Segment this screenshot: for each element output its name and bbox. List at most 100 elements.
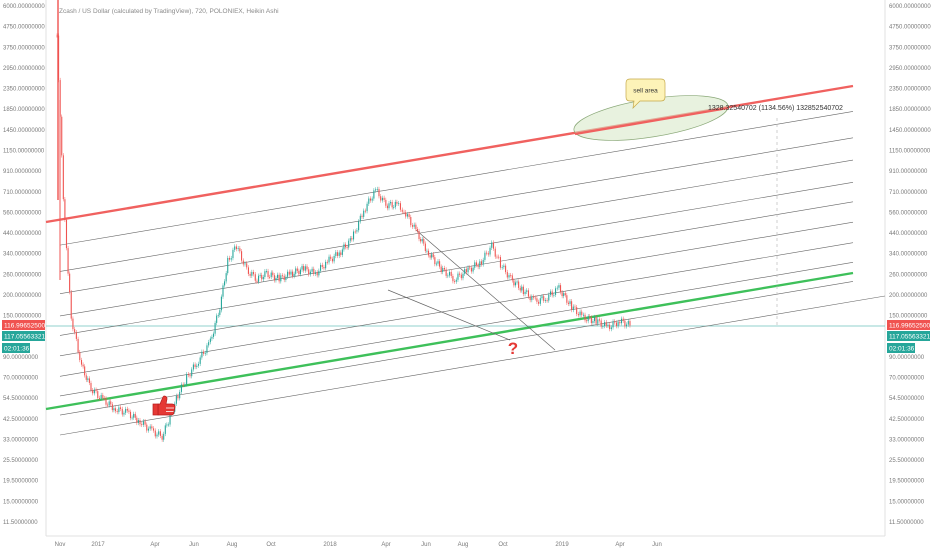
down-channel-lower[interactable] [387,289,511,341]
left-price-label: 42.50000000 [3,417,39,423]
chart-title: Zcash / US Dollar (calculated by Trading… [59,8,279,15]
candle-body [604,322,606,327]
support-line[interactable] [45,271,854,411]
candle-body [123,412,125,415]
time-axis[interactable]: Nov 2017 Apr Jun Aug Oct 2018 Apr Jun Aug Oct 2019 A… [55,542,662,548]
candle-body [577,314,579,316]
candle-body [620,318,623,324]
candle-body [561,292,563,297]
candle-body [196,365,198,367]
candle-body [543,296,545,301]
left-price-label: 25.50000000 [3,458,39,464]
candle-body [92,390,94,394]
candle-body [582,314,585,316]
left-price-label: 200.00000000 [3,293,42,299]
right-price-tags: 116.99652500 117.05563321 02:01:36 [887,320,930,353]
candle-body [69,273,71,293]
candle-body [182,384,184,386]
candle-body [508,275,510,278]
candle-body [167,424,170,426]
candle-body [219,310,221,315]
candle-body [529,296,531,301]
candle-body [605,322,607,326]
candle-body [326,261,328,263]
candle-body [90,382,92,391]
candle-body [356,230,358,232]
candle-body [386,205,388,209]
candle-body [396,201,398,204]
candle-body [283,275,285,280]
candle-body [253,271,255,275]
candle-body [107,404,109,406]
left-countdown-tag: 02:01:36 [4,346,30,353]
candle-body [363,210,365,217]
candle-body [95,389,97,392]
candle-body [325,261,327,269]
candle-body [437,261,439,264]
candle-body [555,288,557,295]
candle-body [114,408,117,412]
right-price-axis[interactable]: 6000.00000000 4750.00000000 3750.00000000 2… [889,4,931,526]
plot-area[interactable] [46,0,885,536]
candle-body [169,413,171,425]
down-channel-upper[interactable] [415,229,556,351]
candle-body [65,219,68,249]
candle-body [385,199,387,206]
candle-body [153,428,155,431]
left-price-axis[interactable]: 6000.00000000 4750.00000000 3750.00000000 2… [3,4,45,526]
candle-body [571,301,573,311]
candle-body [258,275,260,282]
right-price-label: 90.00000000 [889,355,925,361]
channel-line[interactable] [59,221,854,357]
candle-body [383,197,385,200]
left-price-label: 340.00000000 [3,252,42,258]
candle-body [261,274,263,280]
candle-body [212,333,215,337]
candle-body [587,316,589,322]
candle-body [448,271,451,276]
candle-body [273,275,275,281]
candle-body [147,428,150,431]
candle-body [311,268,313,272]
resistance-line-over [574,106,729,136]
candle-body [494,248,496,257]
channel-line[interactable] [59,137,854,272]
candle-body [211,336,213,339]
candle-body [388,203,390,209]
channel-line[interactable] [59,281,854,416]
candle-body [206,345,208,354]
channel-line[interactable] [59,295,886,436]
candle-body [454,281,456,283]
candle-body [217,314,219,316]
time-label: 2017 [91,542,105,548]
candle-body [187,374,189,376]
candle-body [602,326,604,327]
right-price-label: 25.50000000 [889,458,925,464]
left-price-label: 15.00000000 [3,499,39,505]
candle-body [133,413,135,418]
candle-body [102,395,104,399]
parallel-channel[interactable] [59,111,886,436]
candle-body [579,311,581,316]
candle-body [499,257,502,268]
right-price-label: 70.00000000 [889,376,925,382]
left-price-label: 70.00000000 [3,376,39,382]
left-price-label: 910.00000000 [3,169,42,175]
channel-line[interactable] [59,111,854,246]
candle-body [262,276,264,280]
channel-line[interactable] [59,242,854,377]
candle-body [293,273,295,277]
candle-body [247,267,249,274]
candle-body [496,256,498,258]
left-price-label: 1850.00000000 [3,107,45,113]
candle-body [511,275,513,281]
sell-area-callout[interactable]: sell area [625,78,666,109]
channel-line[interactable] [59,201,854,336]
candle-body [410,217,412,226]
candle-body [184,384,186,386]
channel-line[interactable] [59,182,854,317]
candle-body [346,247,348,249]
channel-line[interactable] [59,159,854,295]
